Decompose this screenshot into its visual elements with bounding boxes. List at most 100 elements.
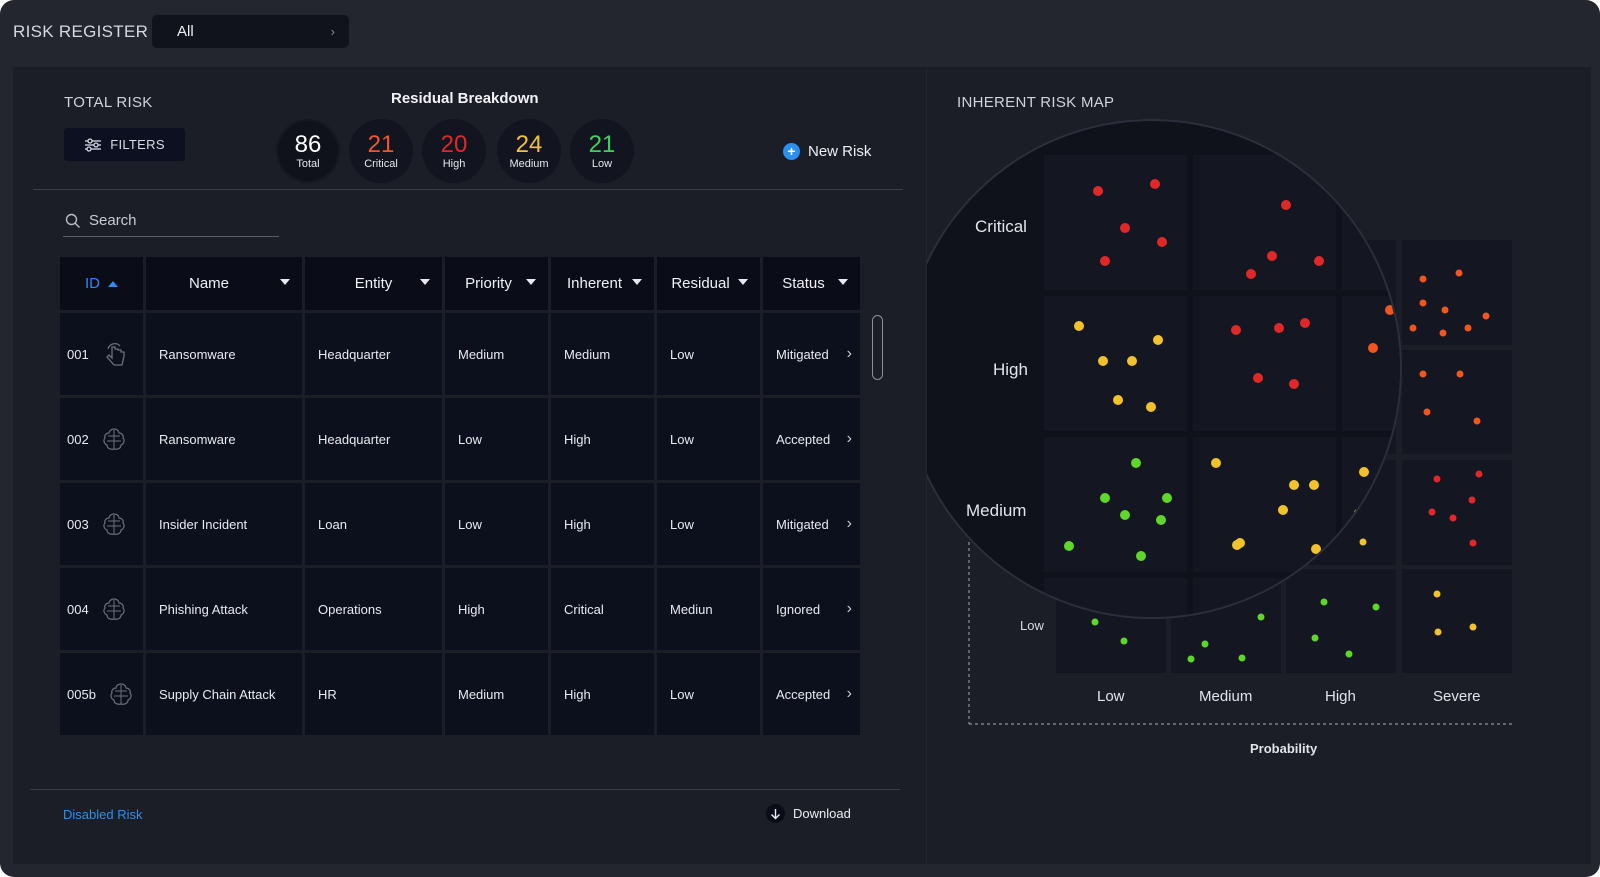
count-label: Low — [591, 158, 613, 170]
cell-residual: Low — [657, 313, 760, 395]
table-row[interactable]: 003 Insider Incident Loan Low High Low M… — [60, 483, 860, 565]
download-button[interactable]: Download — [766, 804, 851, 823]
cell-low-high — [1286, 569, 1396, 673]
y-label-critical: Critical — [975, 217, 1027, 236]
cell-id: 005b — [60, 653, 143, 735]
cell-name: Supply Chain Attack — [146, 653, 302, 735]
scrollbar-thumb[interactable] — [872, 315, 883, 380]
caret-down-icon — [632, 279, 642, 285]
chevron-right-icon[interactable]: › — [846, 600, 852, 617]
column-header-priority[interactable]: Priority — [445, 257, 548, 310]
cell-status: Accepted › — [763, 653, 860, 735]
risk-map-panel: INHERENT RISK MAP — [927, 67, 1591, 864]
page-title: RISK REGISTER — [13, 22, 149, 41]
count-value: 20 — [440, 131, 468, 158]
search-input[interactable] — [89, 212, 269, 229]
status-text: Ignored — [776, 601, 821, 617]
x-label-severe: Severe — [1433, 688, 1481, 705]
column-header-status[interactable]: Status — [763, 257, 860, 310]
cell-inherent: High — [551, 653, 654, 735]
column-label: Name — [188, 275, 229, 292]
column-label: Residual — [671, 275, 730, 292]
cell-high-severe — [1402, 350, 1512, 454]
caret-down-icon — [738, 279, 748, 285]
column-header-inherent[interactable]: Inherent — [551, 257, 654, 310]
cell-priority: Medium — [445, 653, 548, 735]
count-low: 21 Low — [570, 119, 634, 183]
y-label-low: Low — [1020, 618, 1044, 633]
dropdown-value: All — [177, 23, 194, 40]
cell-low-severe — [1402, 569, 1512, 673]
cell-inherent: Medium — [551, 313, 654, 395]
cell-id: 002 — [60, 398, 143, 480]
row-id: 005b — [67, 686, 96, 702]
count-value: 24 — [515, 131, 543, 158]
x-label-high: High — [1325, 688, 1356, 705]
count-value: 86 — [294, 131, 322, 158]
count-value: 21 — [588, 131, 616, 158]
cell-priority: Medium — [445, 313, 548, 395]
risk-map-title: INHERENT RISK MAP — [957, 94, 1115, 111]
sliders-icon — [85, 137, 102, 152]
divider — [30, 789, 900, 790]
cell-name: Phishing Attack — [146, 568, 302, 650]
cell-critical-severe — [1402, 240, 1512, 345]
row-id: 004 — [67, 601, 89, 617]
download-label: Download — [793, 806, 851, 821]
sort-ascending-icon — [108, 280, 118, 287]
cell-residual: Low — [657, 653, 760, 735]
status-text: Mitigated — [776, 346, 829, 362]
row-id: 001 — [67, 346, 89, 362]
column-label: ID — [85, 275, 100, 292]
chevron-right-icon[interactable]: › — [846, 430, 852, 447]
cell-residual: Low — [657, 398, 760, 480]
cell-inherent: High — [551, 483, 654, 565]
new-risk-button[interactable]: + New Risk — [783, 143, 871, 160]
column-header-entity[interactable]: Entity — [305, 257, 442, 310]
brain-circuit-icon — [103, 598, 125, 620]
x-axis-title: Probability — [1250, 741, 1318, 756]
chevron-right-icon[interactable]: › — [846, 345, 852, 362]
cell-inherent: High — [551, 398, 654, 480]
count-label: High — [442, 158, 466, 170]
brain-circuit-icon — [103, 513, 125, 535]
cell-entity: Headquarter — [305, 313, 442, 395]
row-id: 002 — [67, 431, 89, 447]
column-header-id[interactable]: ID — [60, 257, 143, 310]
entity-filter-dropdown[interactable]: All › — [152, 15, 349, 48]
caret-down-icon — [838, 279, 848, 285]
count-medium: 24 Medium — [497, 119, 561, 183]
column-header-name[interactable]: Name — [146, 257, 302, 310]
residual-breakdown-title: Residual Breakdown — [391, 90, 539, 107]
count-label: Total — [296, 158, 320, 170]
base-dots — [1091, 269, 1490, 663]
chevron-right-icon[interactable]: › — [846, 685, 852, 702]
column-label: Status — [782, 275, 825, 292]
column-label: Inherent — [566, 275, 623, 292]
table-row[interactable]: 002 Ransomware Headquarter Low High Low … — [60, 398, 860, 480]
cell-status: Ignored › — [763, 568, 860, 650]
column-header-residual[interactable]: Residual — [657, 257, 760, 310]
cell-name: Insider Incident — [146, 483, 302, 565]
table-row[interactable]: 004 Phishing Attack Operations High Crit… — [60, 568, 860, 650]
cell-id: 003 — [60, 483, 143, 565]
hand-cursor-icon — [105, 343, 125, 366]
search-box[interactable] — [63, 205, 279, 237]
chevron-right-icon[interactable]: › — [846, 515, 852, 532]
caret-down-icon — [280, 279, 290, 285]
filters-button[interactable]: FILTERS — [64, 128, 185, 161]
count-label: Critical — [364, 158, 398, 170]
cell-priority: Low — [445, 483, 548, 565]
disabled-risk-link[interactable]: Disabled Risk — [63, 807, 143, 822]
cell-residual: Mediun — [657, 568, 760, 650]
x-label-medium: Medium — [1199, 688, 1253, 705]
caret-down-icon — [420, 279, 430, 285]
brain-circuit-icon — [110, 683, 132, 705]
row-id: 003 — [67, 516, 89, 532]
table-row[interactable]: 001 Ransomware Headquarter Medium Medium… — [60, 313, 860, 395]
table-row[interactable]: 005b Supply Chain Attack HR Medium High … — [60, 653, 860, 735]
cell-entity: Headquarter — [305, 398, 442, 480]
status-text: Accepted — [776, 431, 831, 447]
risk-heat-map — [927, 119, 1513, 725]
